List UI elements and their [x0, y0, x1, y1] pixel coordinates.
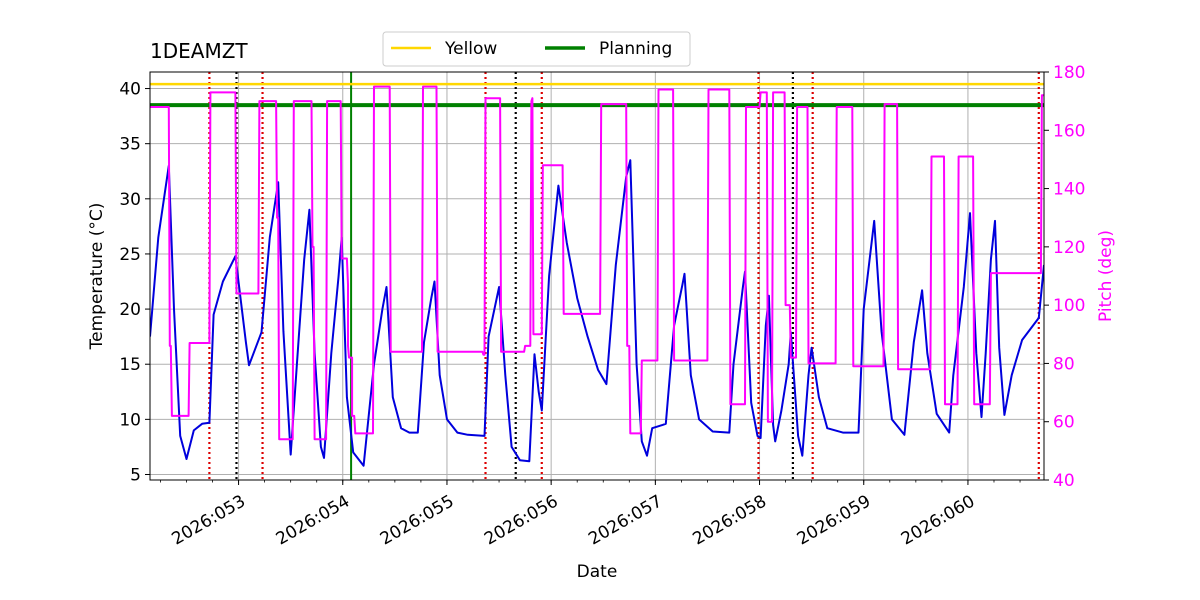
plot-frame — [149, 71, 1045, 481]
y-right-tick-label: 80 — [1053, 354, 1075, 374]
y-axis-left-label: Temperature (°C) — [87, 203, 107, 351]
y-right-tick-label: 100 — [1053, 296, 1085, 316]
y-left-tick-label: 35 — [119, 135, 141, 155]
y-left-tick-label: 40 — [119, 80, 141, 100]
y-left-tick-label: 15 — [119, 355, 141, 375]
legend: Yellow Planning — [382, 31, 691, 67]
pitch-series-line — [150, 85, 1044, 441]
y-left-tick-label: 5 — [130, 465, 141, 485]
legend-label-yellow: Yellow — [444, 39, 497, 59]
event-lines — [208, 72, 1040, 480]
y-left-tick-label: 20 — [119, 300, 141, 320]
y-right-tick-label: 120 — [1053, 238, 1085, 258]
chart-title: 1DEAMZT — [150, 39, 248, 63]
y-right-tick-label: 60 — [1053, 413, 1075, 433]
y-axis-right-label: Pitch (deg) — [1096, 230, 1116, 322]
x-axis-label: Date — [577, 562, 618, 582]
y-right-tick-label: 40 — [1053, 471, 1075, 491]
y-left-tick-label: 10 — [119, 410, 141, 430]
legend-box — [382, 31, 691, 67]
y-axis-right: 40 60 80 100 120 140 160 180 — [1044, 63, 1085, 491]
y-right-tick-label: 180 — [1053, 63, 1085, 83]
legend-label-planning: Planning — [599, 39, 672, 59]
series — [150, 85, 1044, 467]
y-left-tick-label: 30 — [119, 190, 141, 210]
y-axis-left: 5 10 15 20 25 30 35 40 — [119, 80, 150, 485]
temperature-series-line — [150, 159, 1044, 467]
y-right-tick-label: 140 — [1053, 180, 1085, 200]
y-right-tick-label: 160 — [1053, 121, 1085, 141]
y-left-tick-label: 25 — [119, 245, 141, 265]
